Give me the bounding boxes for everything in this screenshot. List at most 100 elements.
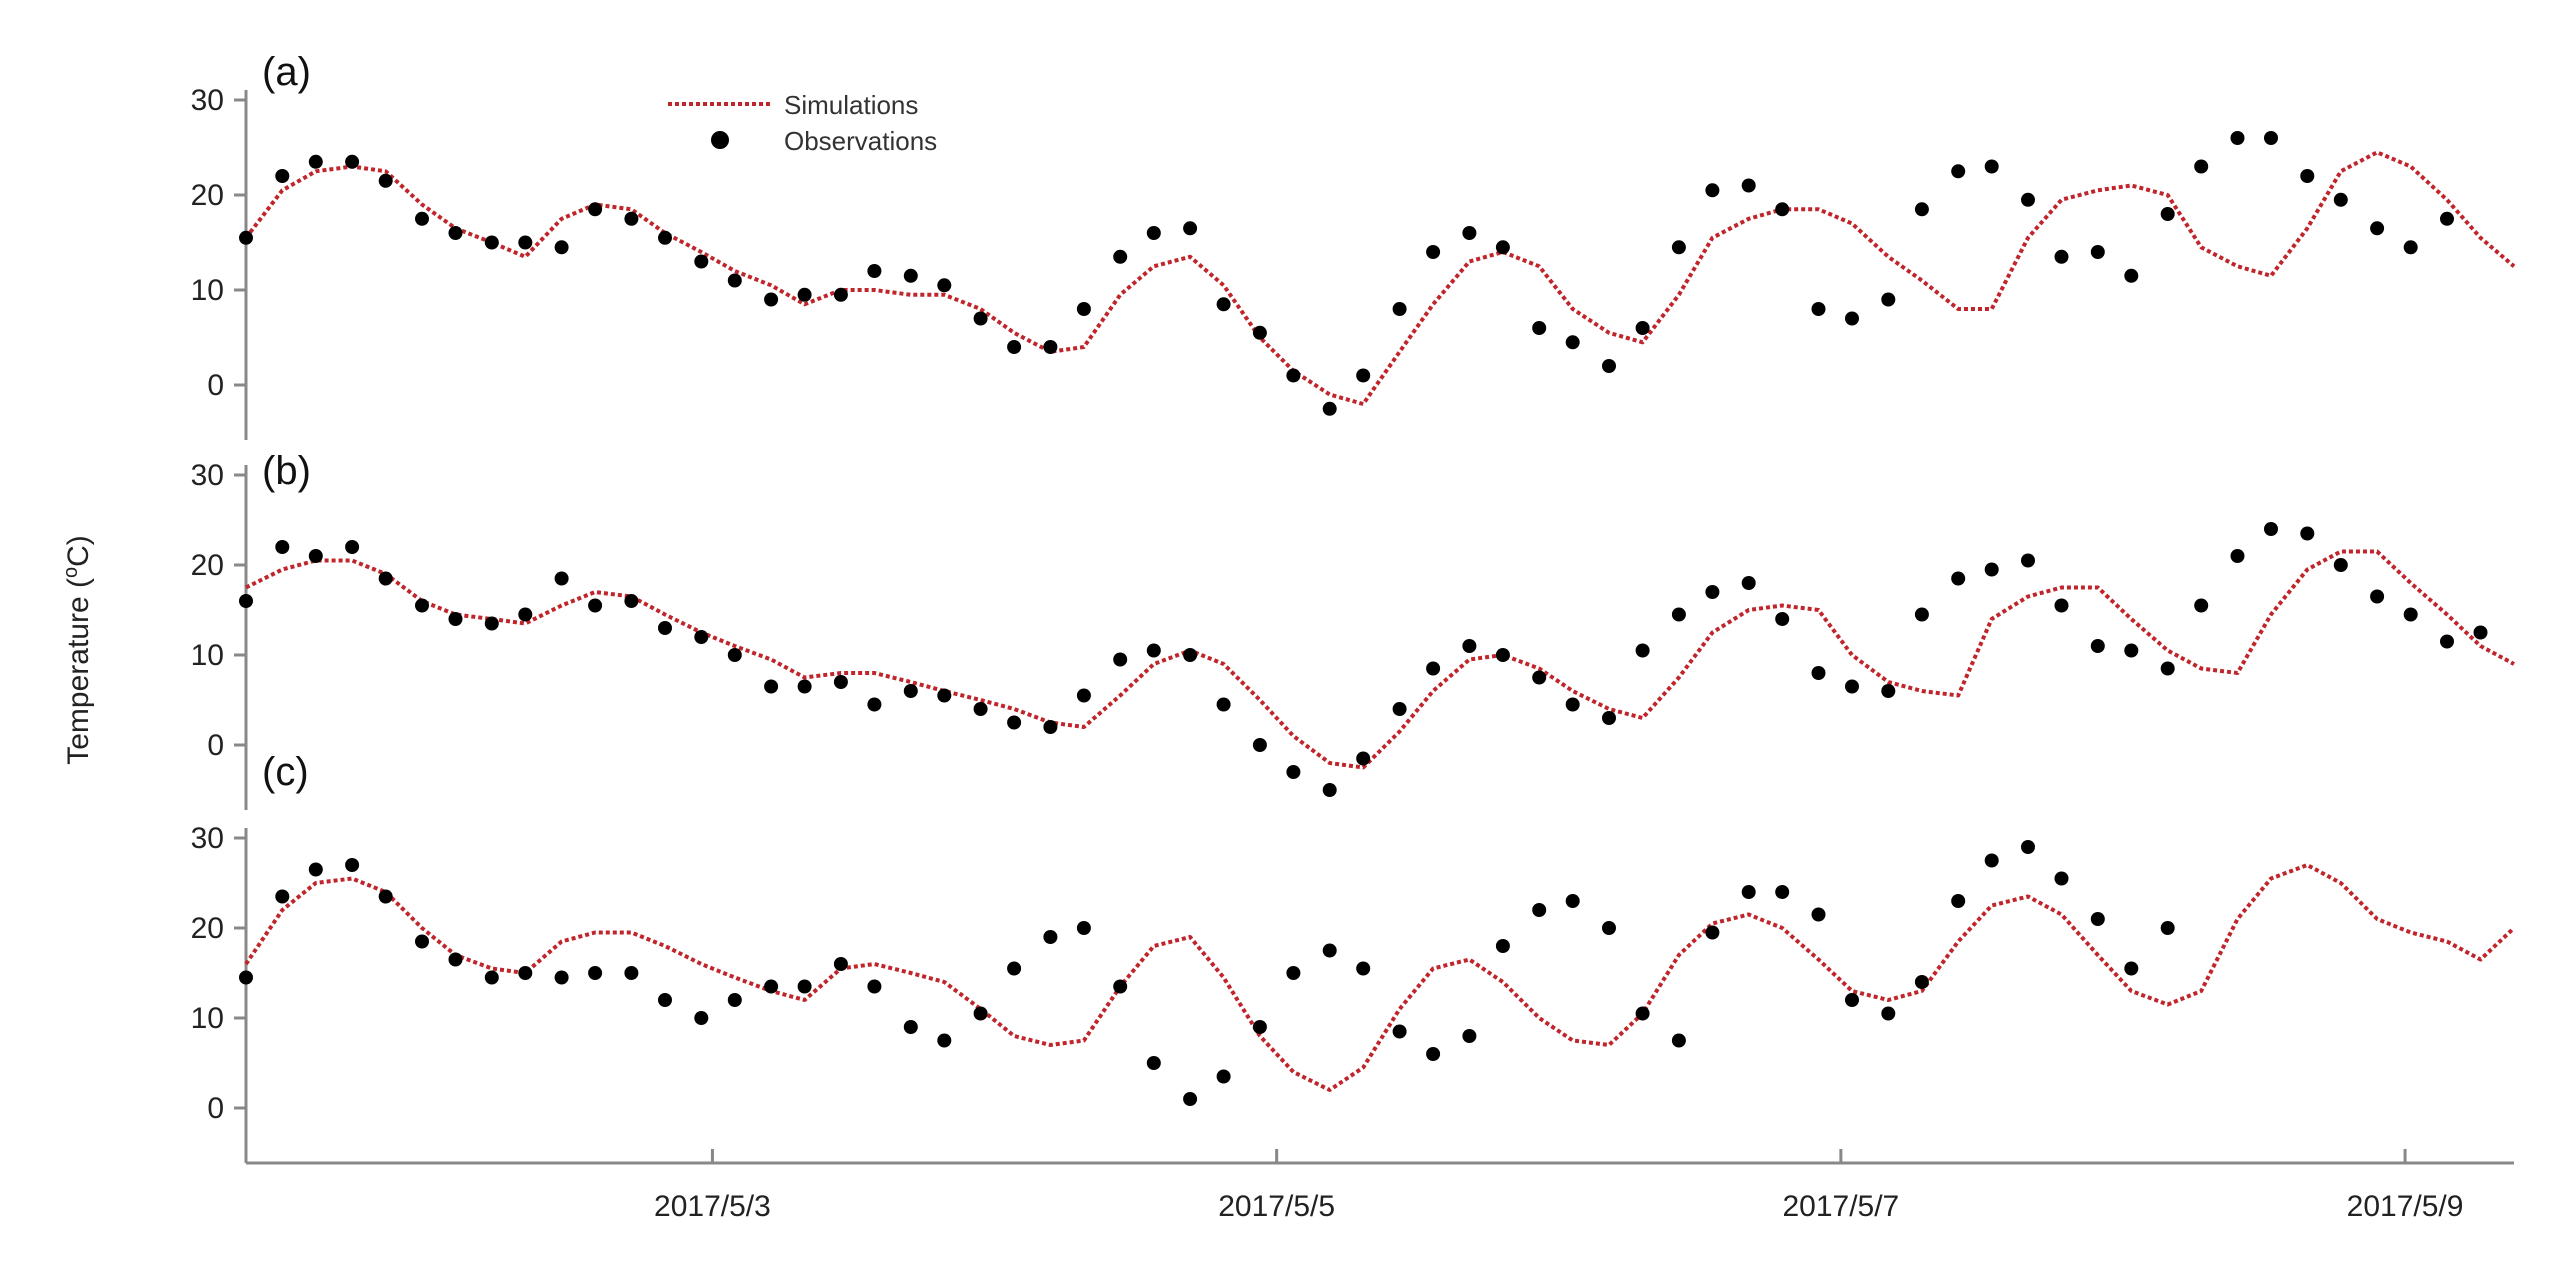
- observation-point: [484, 970, 499, 985]
- observation-point: [1286, 368, 1301, 383]
- plot-layer-b: 0 10 20 30: [191, 459, 2515, 810]
- observation-point: [448, 612, 463, 626]
- observation-point: [518, 607, 533, 622]
- observation-point: [1076, 302, 1091, 316]
- observation-point: [764, 679, 779, 694]
- plot-layer-a: 0 10 20 30: [191, 84, 2516, 440]
- observation-point: [764, 292, 779, 307]
- y-tick-label: 30: [191, 84, 224, 117]
- observation-point: [2160, 661, 2175, 676]
- observation-point: [308, 549, 323, 563]
- observation-point: [308, 862, 323, 877]
- observation-point: [2194, 598, 2209, 613]
- observation-point: [1635, 321, 1650, 335]
- observation-point: [2194, 159, 2209, 174]
- legend-observations-marker: [711, 131, 729, 149]
- y-tick-label: 30: [191, 459, 224, 492]
- observation-point: [1532, 903, 1547, 917]
- observation-point: [658, 621, 672, 635]
- observation-point: [588, 202, 603, 217]
- observation-point: [1705, 183, 1720, 198]
- legend-simulations-label: Simulations: [784, 90, 918, 120]
- observation-point: [903, 1020, 918, 1034]
- y-axis-label: Temperature (oC): [60, 535, 95, 765]
- observation-point: [2160, 207, 2175, 221]
- observation-point: [1322, 401, 1337, 416]
- observation-point: [1392, 302, 1407, 316]
- observation-point: [588, 966, 603, 980]
- observation-point: [867, 264, 882, 278]
- observation-point: [1741, 576, 1756, 590]
- observation-point: [448, 226, 463, 240]
- legend: Simulations Observations: [668, 90, 937, 156]
- observation-point: [1286, 966, 1301, 980]
- panel-a: (a) 0 10 20 30: [191, 50, 2516, 440]
- y-tick-label: 20: [191, 549, 224, 582]
- observation-point: [2090, 245, 2105, 259]
- observation-point: [2054, 871, 2069, 886]
- panel-label-c: (c): [262, 750, 309, 794]
- x-tick-label: 2017/5/7: [1782, 1190, 1899, 1223]
- observation-point: [1216, 697, 1231, 712]
- observation-point: [1671, 1033, 1686, 1048]
- observation-point: [1741, 885, 1756, 899]
- observation-point: [1146, 1056, 1161, 1070]
- observation-point: [727, 273, 742, 288]
- y-tick-label: 0: [207, 1092, 224, 1125]
- observation-point: [867, 979, 882, 994]
- observation-point: [554, 240, 569, 255]
- observation-point: [1356, 751, 1371, 766]
- observation-point: [764, 979, 779, 994]
- plot-layer-c: 0 10 20 30: [191, 822, 2516, 1163]
- observation-point: [308, 154, 323, 169]
- observation-point: [239, 970, 253, 985]
- observation-point: [239, 230, 253, 245]
- observation-point: [1881, 292, 1896, 307]
- observation-point: [1286, 765, 1301, 779]
- y-tick-label: 20: [191, 179, 224, 212]
- observation-point: [1426, 661, 1441, 676]
- observation-point: [2333, 192, 2348, 207]
- observation-point: [973, 702, 988, 716]
- observation-point: [1881, 684, 1896, 698]
- y-tick-label: 20: [191, 912, 224, 945]
- observation-point: [588, 598, 603, 613]
- observation-point: [2300, 169, 2315, 183]
- observation-point: [1705, 585, 1720, 599]
- observation-point: [797, 679, 812, 694]
- observation-point: [1356, 961, 1371, 976]
- observation-point: [797, 287, 812, 302]
- observation-point: [1392, 702, 1407, 716]
- observation-point: [1183, 648, 1198, 662]
- observation-point: [1113, 652, 1128, 667]
- observation-point: [2230, 131, 2245, 145]
- observation-point: [1532, 321, 1547, 335]
- observation-point: [1741, 178, 1756, 193]
- observation-point: [2403, 607, 2418, 622]
- observation-point: [345, 154, 360, 169]
- observation-point: [1322, 783, 1337, 797]
- observation-point: [1602, 359, 1616, 373]
- observation-point: [1113, 979, 1128, 994]
- observation-point: [1845, 679, 1859, 694]
- observation-point: [973, 311, 988, 326]
- observation-point: [1602, 921, 1616, 935]
- observation-point: [1951, 894, 1966, 908]
- observation-point: [275, 540, 290, 554]
- observation-point: [2370, 589, 2385, 604]
- observation-point: [448, 952, 463, 967]
- observation-point: [1602, 711, 1616, 725]
- observation-point: [1322, 943, 1337, 958]
- observation-point: [2333, 558, 2348, 572]
- observation-point: [1146, 226, 1161, 240]
- observation-point: [1007, 715, 1022, 730]
- observation-point: [275, 169, 290, 183]
- observation-point: [2440, 211, 2454, 226]
- observation-point: [2090, 912, 2105, 926]
- legend-observations-label: Observations: [784, 126, 937, 156]
- observation-point: [1043, 930, 1058, 944]
- simulation-series-line: [245, 549, 2515, 770]
- x-axis: 2017/5/3 2017/5/5 2017/5/7 2017/5/9: [246, 1149, 2514, 1223]
- observation-point: [1146, 643, 1161, 658]
